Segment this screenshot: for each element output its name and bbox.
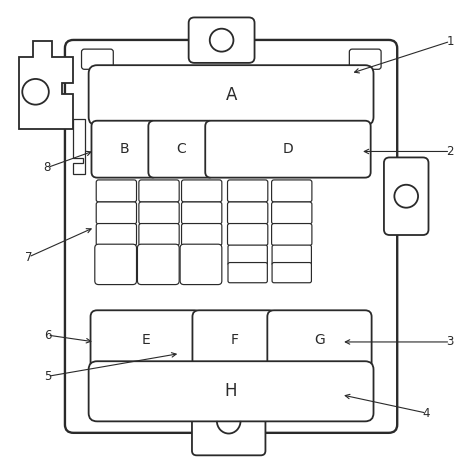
FancyBboxPatch shape: [272, 224, 312, 246]
Polygon shape: [73, 119, 85, 174]
Polygon shape: [19, 41, 73, 129]
Text: G: G: [314, 333, 325, 347]
Circle shape: [22, 79, 49, 105]
Text: 4: 4: [423, 407, 430, 420]
FancyBboxPatch shape: [139, 224, 179, 246]
FancyBboxPatch shape: [148, 121, 214, 178]
FancyBboxPatch shape: [182, 202, 222, 224]
Text: 1: 1: [447, 35, 454, 48]
Text: 5: 5: [44, 370, 51, 383]
FancyBboxPatch shape: [228, 180, 268, 202]
FancyBboxPatch shape: [272, 180, 312, 202]
FancyBboxPatch shape: [228, 263, 267, 283]
FancyBboxPatch shape: [95, 244, 137, 285]
Text: 6: 6: [44, 329, 51, 341]
Text: D: D: [283, 142, 293, 156]
FancyBboxPatch shape: [267, 310, 372, 369]
Text: B: B: [119, 142, 129, 156]
Text: C: C: [176, 142, 186, 156]
FancyBboxPatch shape: [205, 121, 371, 178]
FancyBboxPatch shape: [139, 180, 179, 202]
FancyBboxPatch shape: [182, 224, 222, 246]
Text: 7: 7: [25, 251, 32, 263]
FancyBboxPatch shape: [272, 202, 312, 224]
FancyBboxPatch shape: [272, 245, 311, 265]
Text: 8: 8: [44, 161, 51, 174]
Text: E: E: [141, 333, 150, 347]
FancyBboxPatch shape: [89, 361, 374, 421]
FancyBboxPatch shape: [137, 244, 179, 285]
Text: 3: 3: [447, 336, 454, 348]
FancyBboxPatch shape: [82, 49, 113, 69]
FancyBboxPatch shape: [228, 245, 267, 265]
FancyBboxPatch shape: [228, 202, 268, 224]
FancyBboxPatch shape: [349, 49, 381, 69]
FancyBboxPatch shape: [65, 40, 397, 433]
FancyBboxPatch shape: [96, 180, 137, 202]
FancyBboxPatch shape: [96, 224, 137, 246]
FancyBboxPatch shape: [192, 310, 276, 369]
FancyBboxPatch shape: [192, 416, 265, 455]
Text: H: H: [225, 382, 237, 400]
FancyBboxPatch shape: [91, 121, 157, 178]
FancyBboxPatch shape: [89, 65, 374, 125]
FancyBboxPatch shape: [189, 17, 255, 63]
FancyBboxPatch shape: [139, 202, 179, 224]
Text: A: A: [226, 86, 237, 104]
FancyBboxPatch shape: [272, 263, 311, 283]
FancyBboxPatch shape: [96, 202, 137, 224]
Text: 2: 2: [447, 145, 454, 158]
FancyBboxPatch shape: [91, 310, 201, 369]
Circle shape: [394, 185, 418, 207]
FancyBboxPatch shape: [384, 157, 428, 235]
FancyBboxPatch shape: [228, 224, 268, 246]
Text: F: F: [230, 333, 238, 347]
FancyBboxPatch shape: [180, 244, 222, 285]
Circle shape: [210, 28, 233, 52]
FancyBboxPatch shape: [182, 180, 222, 202]
